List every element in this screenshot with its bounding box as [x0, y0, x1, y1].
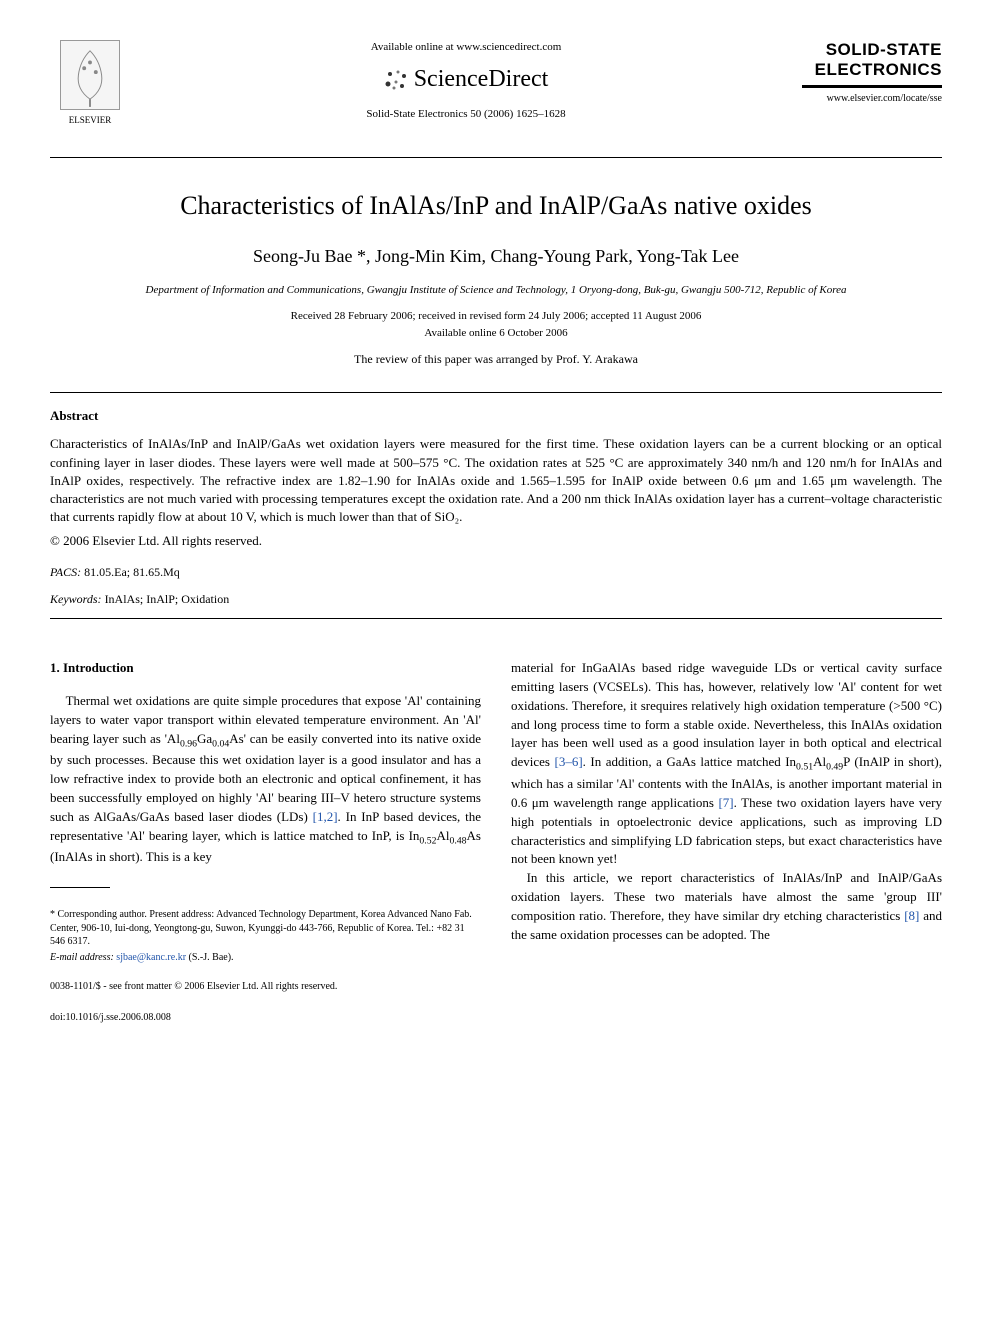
abstract-top-rule [50, 392, 942, 393]
pacs-label: PACS: [50, 565, 81, 579]
subscript: 0.52 [419, 835, 436, 846]
email-link[interactable]: sjbae@kanc.re.kr [116, 952, 186, 963]
pacs-value: 81.05.Ea; 81.65.Mq [81, 565, 180, 579]
subscript: 0.04 [212, 738, 229, 749]
keywords-value: InAlAs; InAlP; Oxidation [102, 592, 230, 606]
email-label: E-mail address: [50, 952, 114, 963]
text-run: material for InGaAlAs based ridge wavegu… [511, 660, 942, 769]
author-list: Seong-Ju Bae *, Jong-Min Kim, Chang-Youn… [50, 244, 942, 269]
citation-link[interactable]: [7] [718, 795, 733, 810]
review-note: The review of this paper was arranged by… [50, 351, 942, 368]
paper-title: Characteristics of InAlAs/InP and InAlP/… [50, 188, 942, 224]
journal-brand: SOLID-STATE ELECTRONICS www.elsevier.com… [802, 40, 942, 106]
subscript: 0.96 [180, 738, 197, 749]
text-run: Al [436, 828, 449, 843]
keywords-line: Keywords: InAlAs; InAlP; Oxidation [50, 591, 942, 608]
intro-heading: 1. Introduction [50, 659, 481, 678]
brand-line1: SOLID-STATE [826, 40, 942, 59]
journal-reference: Solid-State Electronics 50 (2006) 1625–1… [150, 107, 782, 122]
footnote-rule [50, 887, 110, 888]
email-who: (S.-J. Bae). [186, 952, 234, 963]
sciencedirect-logo: ScienceDirect [150, 63, 782, 97]
intro-paragraph-1-cont: material for InGaAlAs based ridge wavegu… [511, 659, 942, 869]
footer-issn: 0038-1101/$ - see front matter © 2006 El… [50, 980, 481, 995]
citation-link[interactable]: [8] [904, 908, 919, 923]
subscript: 0.51 [796, 762, 813, 773]
abstract-bottom-rule [50, 618, 942, 619]
brand-line2: ELECTRONICS [815, 60, 942, 79]
subscript: 0.49 [826, 762, 843, 773]
sciencedirect-icon [384, 68, 408, 92]
elsevier-logo: ELSEVIER [50, 40, 130, 127]
elsevier-tree-icon [60, 40, 120, 110]
keywords-label: Keywords: [50, 592, 102, 606]
citation-link[interactable]: [1,2] [313, 809, 338, 824]
pacs-line: PACS: 81.05.Ea; 81.65.Mq [50, 564, 942, 581]
text-run: Ga [197, 731, 212, 746]
dates-available: Available online 6 October 2006 [50, 326, 942, 341]
dates-received: Received 28 February 2006; received in r… [50, 309, 942, 324]
email-line: E-mail address: sjbae@kanc.re.kr (S.-J. … [50, 951, 481, 965]
page-header: ELSEVIER Available online at www.science… [50, 40, 942, 127]
citation-link[interactable]: [3–6] [554, 754, 582, 769]
left-column: 1. Introduction Thermal wet oxidations a… [50, 659, 481, 1025]
center-header: Available online at www.sciencedirect.co… [130, 40, 802, 122]
journal-url: www.elsevier.com/locate/sse [802, 92, 942, 106]
footnote-block: * Corresponding author. Present address:… [50, 908, 481, 964]
right-column: material for InGaAlAs based ridge wavegu… [511, 659, 942, 1025]
text-run: In this article, we report characteristi… [511, 870, 942, 923]
copyright-line: © 2006 Elsevier Ltd. All rights reserved… [50, 532, 942, 550]
header-rule [50, 157, 942, 158]
intro-paragraph-2: In this article, we report characteristi… [511, 869, 942, 944]
available-online-text: Available online at www.sciencedirect.co… [150, 40, 782, 55]
corresponding-author-note: * Corresponding author. Present address:… [50, 908, 481, 949]
abstract-heading: Abstract [50, 407, 942, 425]
text-run: Al [813, 754, 826, 769]
body-columns: 1. Introduction Thermal wet oxidations a… [50, 659, 942, 1025]
journal-brand-title: SOLID-STATE ELECTRONICS [802, 40, 942, 88]
sciencedirect-text: ScienceDirect [414, 63, 549, 97]
subscript: 0.48 [449, 835, 466, 846]
affiliation: Department of Information and Communicat… [50, 283, 942, 298]
abstract-text: Characteristics of InAlAs/InP and InAlP/… [50, 435, 942, 526]
elsevier-label: ELSEVIER [50, 114, 130, 127]
text-run: . In addition, a GaAs lattice matched In [583, 754, 796, 769]
intro-paragraph-1: Thermal wet oxidations are quite simple … [50, 692, 481, 867]
footer-doi: doi:10.1016/j.sse.2006.08.008 [50, 1011, 481, 1026]
